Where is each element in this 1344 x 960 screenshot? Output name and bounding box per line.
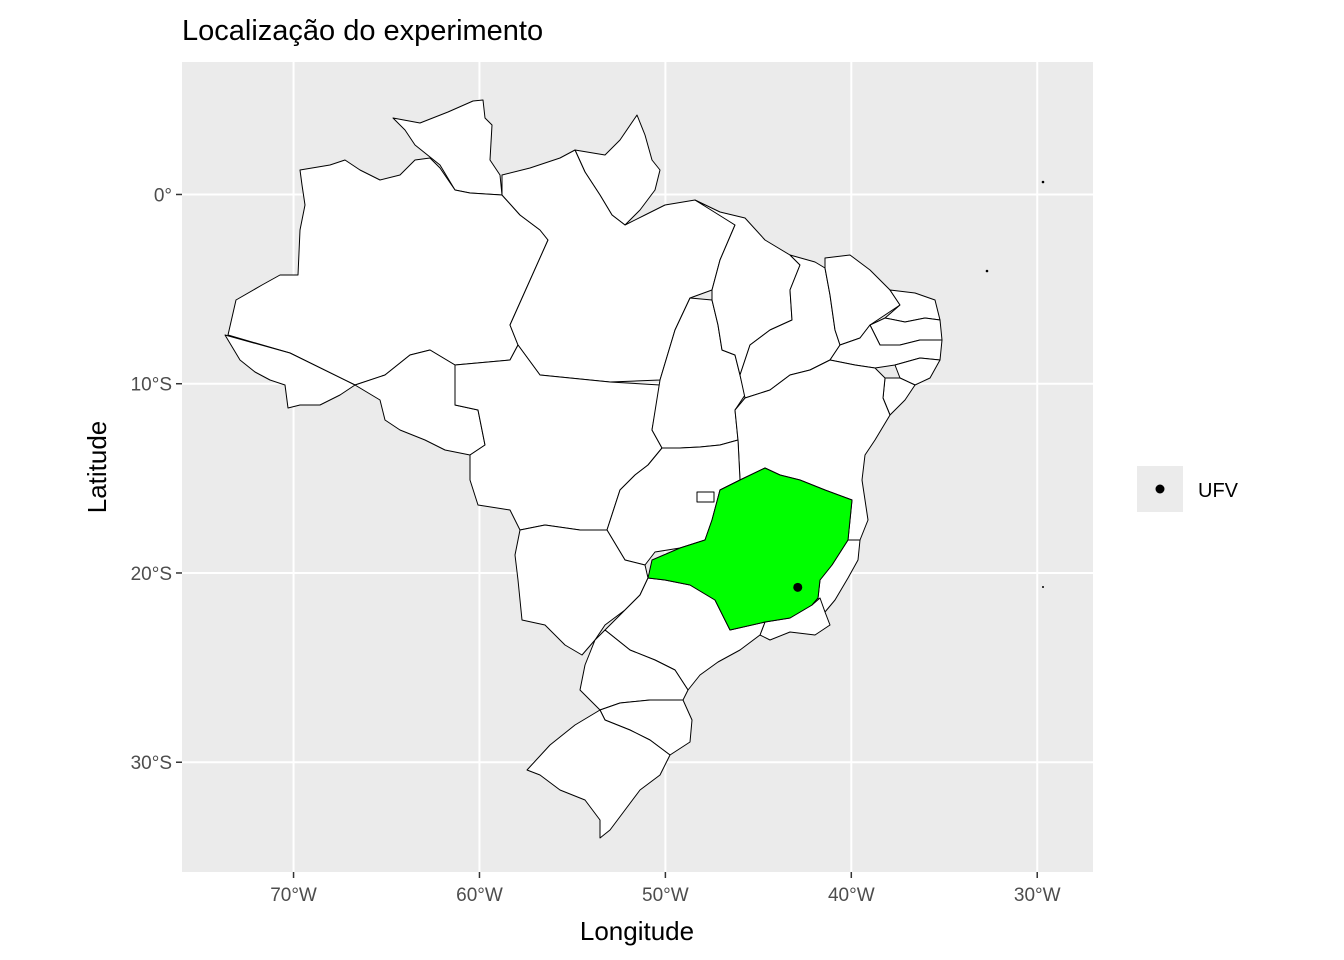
state-mato-grosso-do-sul xyxy=(514,524,649,656)
state-pernambuco xyxy=(829,324,943,369)
x-tick-label: 70°W xyxy=(270,885,317,906)
x-tick-label: 30°W xyxy=(1014,885,1061,906)
data-points xyxy=(793,582,803,592)
axis-ticks: 70°W 60°W 50°W 40°W 30°W 0° 10°S 20°S 30°S xyxy=(131,185,1061,906)
y-tick-label: 20°S xyxy=(131,564,172,585)
legend: UFV xyxy=(1137,466,1239,512)
y-axis-title: Latitude xyxy=(82,421,112,514)
island-marker xyxy=(1041,180,1045,184)
brazil-states-map xyxy=(224,99,1045,839)
island-marker xyxy=(985,269,989,273)
state-roraima xyxy=(392,99,503,196)
y-tick-label: 30°S xyxy=(131,753,172,774)
legend-point-symbol xyxy=(1155,484,1165,494)
x-tick-label: 50°W xyxy=(642,885,689,906)
state-distrito-federal xyxy=(696,491,715,503)
y-tick-label: 0° xyxy=(154,185,172,206)
island-marker xyxy=(1042,586,1044,588)
plot-title: Localização do experimento xyxy=(182,15,543,47)
x-tick-label: 40°W xyxy=(828,885,875,906)
x-axis-title: Longitude xyxy=(580,916,694,946)
x-tick-label: 60°W xyxy=(456,885,503,906)
y-tick-label: 10°S xyxy=(131,375,172,396)
state-rio-grande-do-sul xyxy=(526,709,671,839)
legend-label: UFV xyxy=(1198,480,1239,502)
data-point-ufv xyxy=(793,582,803,592)
state-acre xyxy=(224,334,356,409)
